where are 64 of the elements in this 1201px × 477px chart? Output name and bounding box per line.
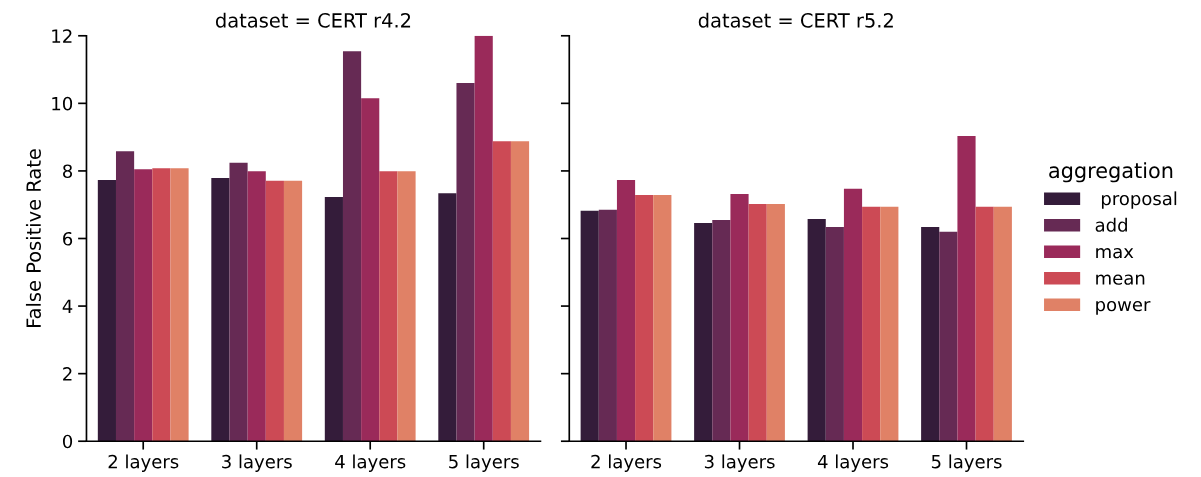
y-tick-label: 2 [63,367,72,381]
bar [152,168,171,442]
bar [653,194,672,442]
bar [115,151,135,442]
bar [170,168,189,442]
y-tick-label: 8 [63,164,73,179]
legend-label: max [1096,247,1134,259]
bar [510,141,530,442]
bar [474,35,493,442]
legend-title: aggregation [1049,162,1173,183]
bar [843,188,863,442]
bar [438,193,457,442]
bar [265,180,284,442]
legend-label: mean [1096,274,1145,285]
x-tick-label: 2 layers [108,454,179,472]
y-tick-label: 0 [62,434,73,449]
legend-label: add [1095,217,1127,232]
x-tick-label: 2 layers [591,454,662,472]
bar [975,206,994,442]
bar [807,218,826,442]
bar [694,222,713,442]
bar [361,98,380,442]
bar [635,194,654,442]
x-tick-label: 4 layers [817,454,889,472]
bar [939,231,958,442]
chart-title: dataset = CERT r5.2 [698,12,893,28]
bar [456,83,475,442]
bar [880,206,899,442]
bar [825,227,844,442]
x-tick-label: 3 layers [704,454,775,472]
bar [97,180,116,442]
bar [921,227,940,442]
legend-label: proposal [1101,191,1177,209]
x-tick-label: 3 layers [222,454,292,472]
bar [324,196,343,442]
bar [211,178,230,442]
bar [229,162,248,442]
bar [748,204,767,442]
bar [957,136,976,442]
bar [492,141,511,442]
bar [342,51,362,442]
bar [712,219,731,442]
bar [993,206,1012,442]
y-tick-label: 4 [62,299,73,313]
bar [283,180,303,442]
bar [616,180,636,442]
bar [379,171,398,442]
x-tick-label: 5 layers [931,454,1002,472]
y-axis-title: False Positive Rate [25,149,41,327]
y-tick-label: 6 [63,231,73,246]
bar [862,206,881,442]
bar [247,171,266,442]
bar [397,171,416,442]
x-tick-label: 4 layers [335,454,406,472]
x-tick-label: 5 layers [449,454,519,472]
y-tick-label: 10 [52,96,73,111]
bar [730,193,749,442]
bar [134,169,153,442]
chart-title: dataset = CERT r4.2 [215,12,411,28]
bar [766,204,785,442]
bar [580,210,599,442]
legend-label: power [1096,300,1151,315]
bar [598,209,617,442]
y-tick-label: 12 [52,29,72,43]
